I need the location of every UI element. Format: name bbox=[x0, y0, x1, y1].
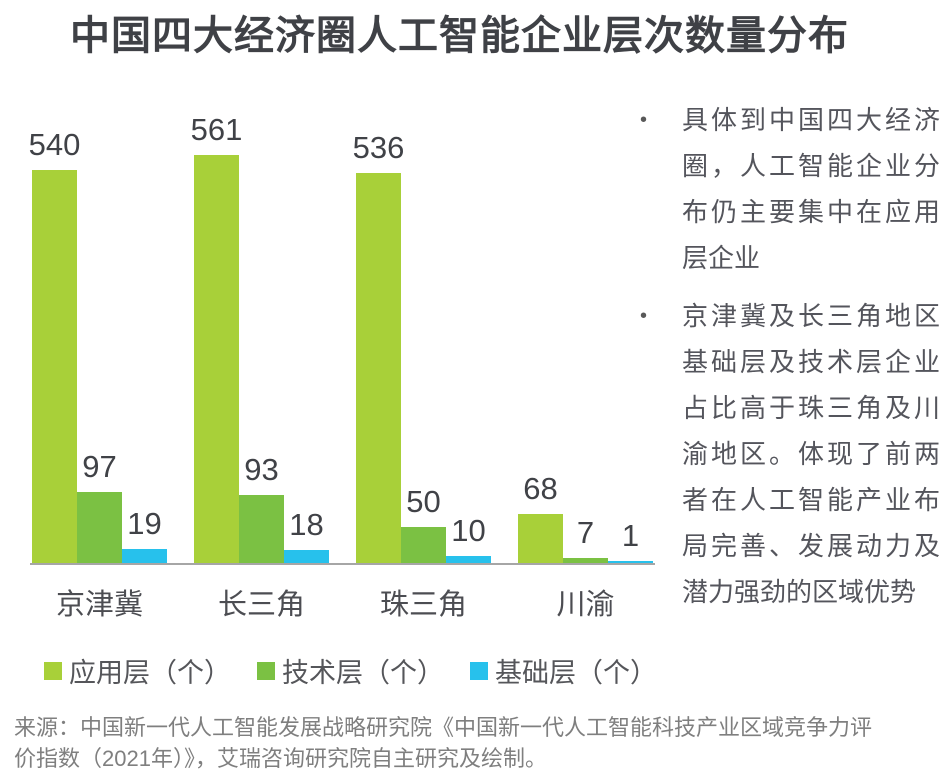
bar-group: 540 97 19 bbox=[29, 100, 167, 563]
source-note: 来源：中国新一代人工智能发展战略研究院《中国新一代人工智能科技产业区域竞争力评价… bbox=[14, 715, 873, 771]
insight-bullet: • 具体到中国四大经济圈，人工智能企业分布仍主要集中在应用层企业 bbox=[640, 97, 940, 281]
value-label: 561 bbox=[190, 112, 243, 147]
bar-base-layer bbox=[284, 550, 329, 563]
value-label: 97 bbox=[82, 449, 117, 484]
bar-app-layer bbox=[356, 173, 401, 563]
bar-group: 561 93 18 bbox=[191, 100, 329, 563]
x-axis-label: 长三角 bbox=[217, 589, 305, 621]
bar-slot: 50 bbox=[401, 100, 446, 563]
value-label: 19 bbox=[127, 506, 162, 541]
bar-slot: 18 bbox=[284, 100, 329, 563]
bullet-icon: • bbox=[640, 305, 648, 327]
bar-slot: 561 bbox=[191, 100, 242, 563]
insights-panel: • 具体到中国四大经济圈，人工智能企业分布仍主要集中在应用层企业 • 京津冀及长… bbox=[640, 97, 940, 627]
bullet-icon: • bbox=[640, 109, 648, 131]
x-axis-labels: 京津冀 长三角 珠三角 川渝 bbox=[30, 581, 655, 623]
bar-slot: 540 bbox=[29, 100, 80, 563]
chart-title: 中国四大经济圈人工智能企业层次数量分布 bbox=[70, 14, 849, 58]
x-axis-label: 珠三角 bbox=[379, 589, 467, 621]
bar-app-layer bbox=[518, 514, 563, 563]
value-label: 7 bbox=[576, 515, 595, 550]
x-axis-label: 川渝 bbox=[556, 589, 615, 621]
value-label: 1 bbox=[621, 518, 640, 553]
insight-text: 京津冀及长三角地区基础层及技术层企业占比高于珠三角及川渝地区。体现了前两者在人工… bbox=[682, 301, 940, 607]
bar-tech-layer bbox=[401, 527, 446, 563]
legend-swatch bbox=[257, 661, 275, 680]
bar-slot: 97 bbox=[77, 100, 122, 563]
bar-tech-layer bbox=[77, 492, 122, 563]
bar-slot: 1 bbox=[608, 100, 653, 563]
chart-legend: 应用层（个） 技术层（个） 基础层（个） bbox=[44, 651, 657, 690]
value-label: 93 bbox=[244, 452, 279, 487]
bar-base-layer bbox=[446, 556, 491, 563]
bar-group: 68 7 1 bbox=[518, 100, 653, 563]
bar-slot: 68 bbox=[518, 100, 563, 563]
legend-label: 基础层（个） bbox=[495, 658, 657, 688]
insight-bullet: • 京津冀及长三角地区基础层及技术层企业占比高于珠三角及川渝地区。体现了前两者在… bbox=[640, 293, 940, 615]
legend-label: 技术层（个） bbox=[282, 658, 444, 688]
bar-slot: 7 bbox=[563, 100, 608, 563]
bar-group: 536 50 10 bbox=[353, 100, 491, 563]
legend-item-tech-layer: 技术层（个） bbox=[257, 651, 444, 690]
value-label: 50 bbox=[406, 484, 441, 519]
legend-item-base-layer: 基础层（个） bbox=[470, 651, 657, 690]
bar-slot: 19 bbox=[122, 100, 167, 563]
value-label: 540 bbox=[28, 127, 81, 162]
legend-swatch bbox=[470, 661, 488, 680]
legend-item-app-layer: 应用层（个） bbox=[44, 651, 231, 690]
bar-slot: 536 bbox=[353, 100, 404, 563]
plot-area: 540 97 19 561 93 18 536 50 10 68 7 1 bbox=[29, 100, 655, 565]
bar-chart: 540 97 19 561 93 18 536 50 10 68 7 1 京津冀 长三角 珠三角 川渝 bbox=[29, 100, 655, 623]
x-axis-label: 京津冀 bbox=[55, 589, 143, 621]
bar-slot: 93 bbox=[239, 100, 284, 563]
bar-base-layer bbox=[122, 549, 167, 563]
bar-slot: 10 bbox=[446, 100, 491, 563]
value-label: 536 bbox=[352, 130, 405, 165]
bar-base-layer bbox=[608, 561, 653, 563]
value-label: 68 bbox=[523, 471, 558, 506]
bar-tech-layer bbox=[563, 558, 608, 563]
bar-tech-layer bbox=[239, 495, 284, 563]
value-label: 10 bbox=[451, 513, 486, 548]
insight-text: 具体到中国四大经济圈，人工智能企业分布仍主要集中在应用层企业 bbox=[682, 105, 940, 273]
legend-label: 应用层（个） bbox=[69, 658, 231, 688]
value-label: 18 bbox=[289, 507, 324, 542]
bar-app-layer bbox=[194, 155, 239, 563]
bar-app-layer bbox=[32, 170, 77, 563]
legend-swatch bbox=[44, 661, 62, 680]
